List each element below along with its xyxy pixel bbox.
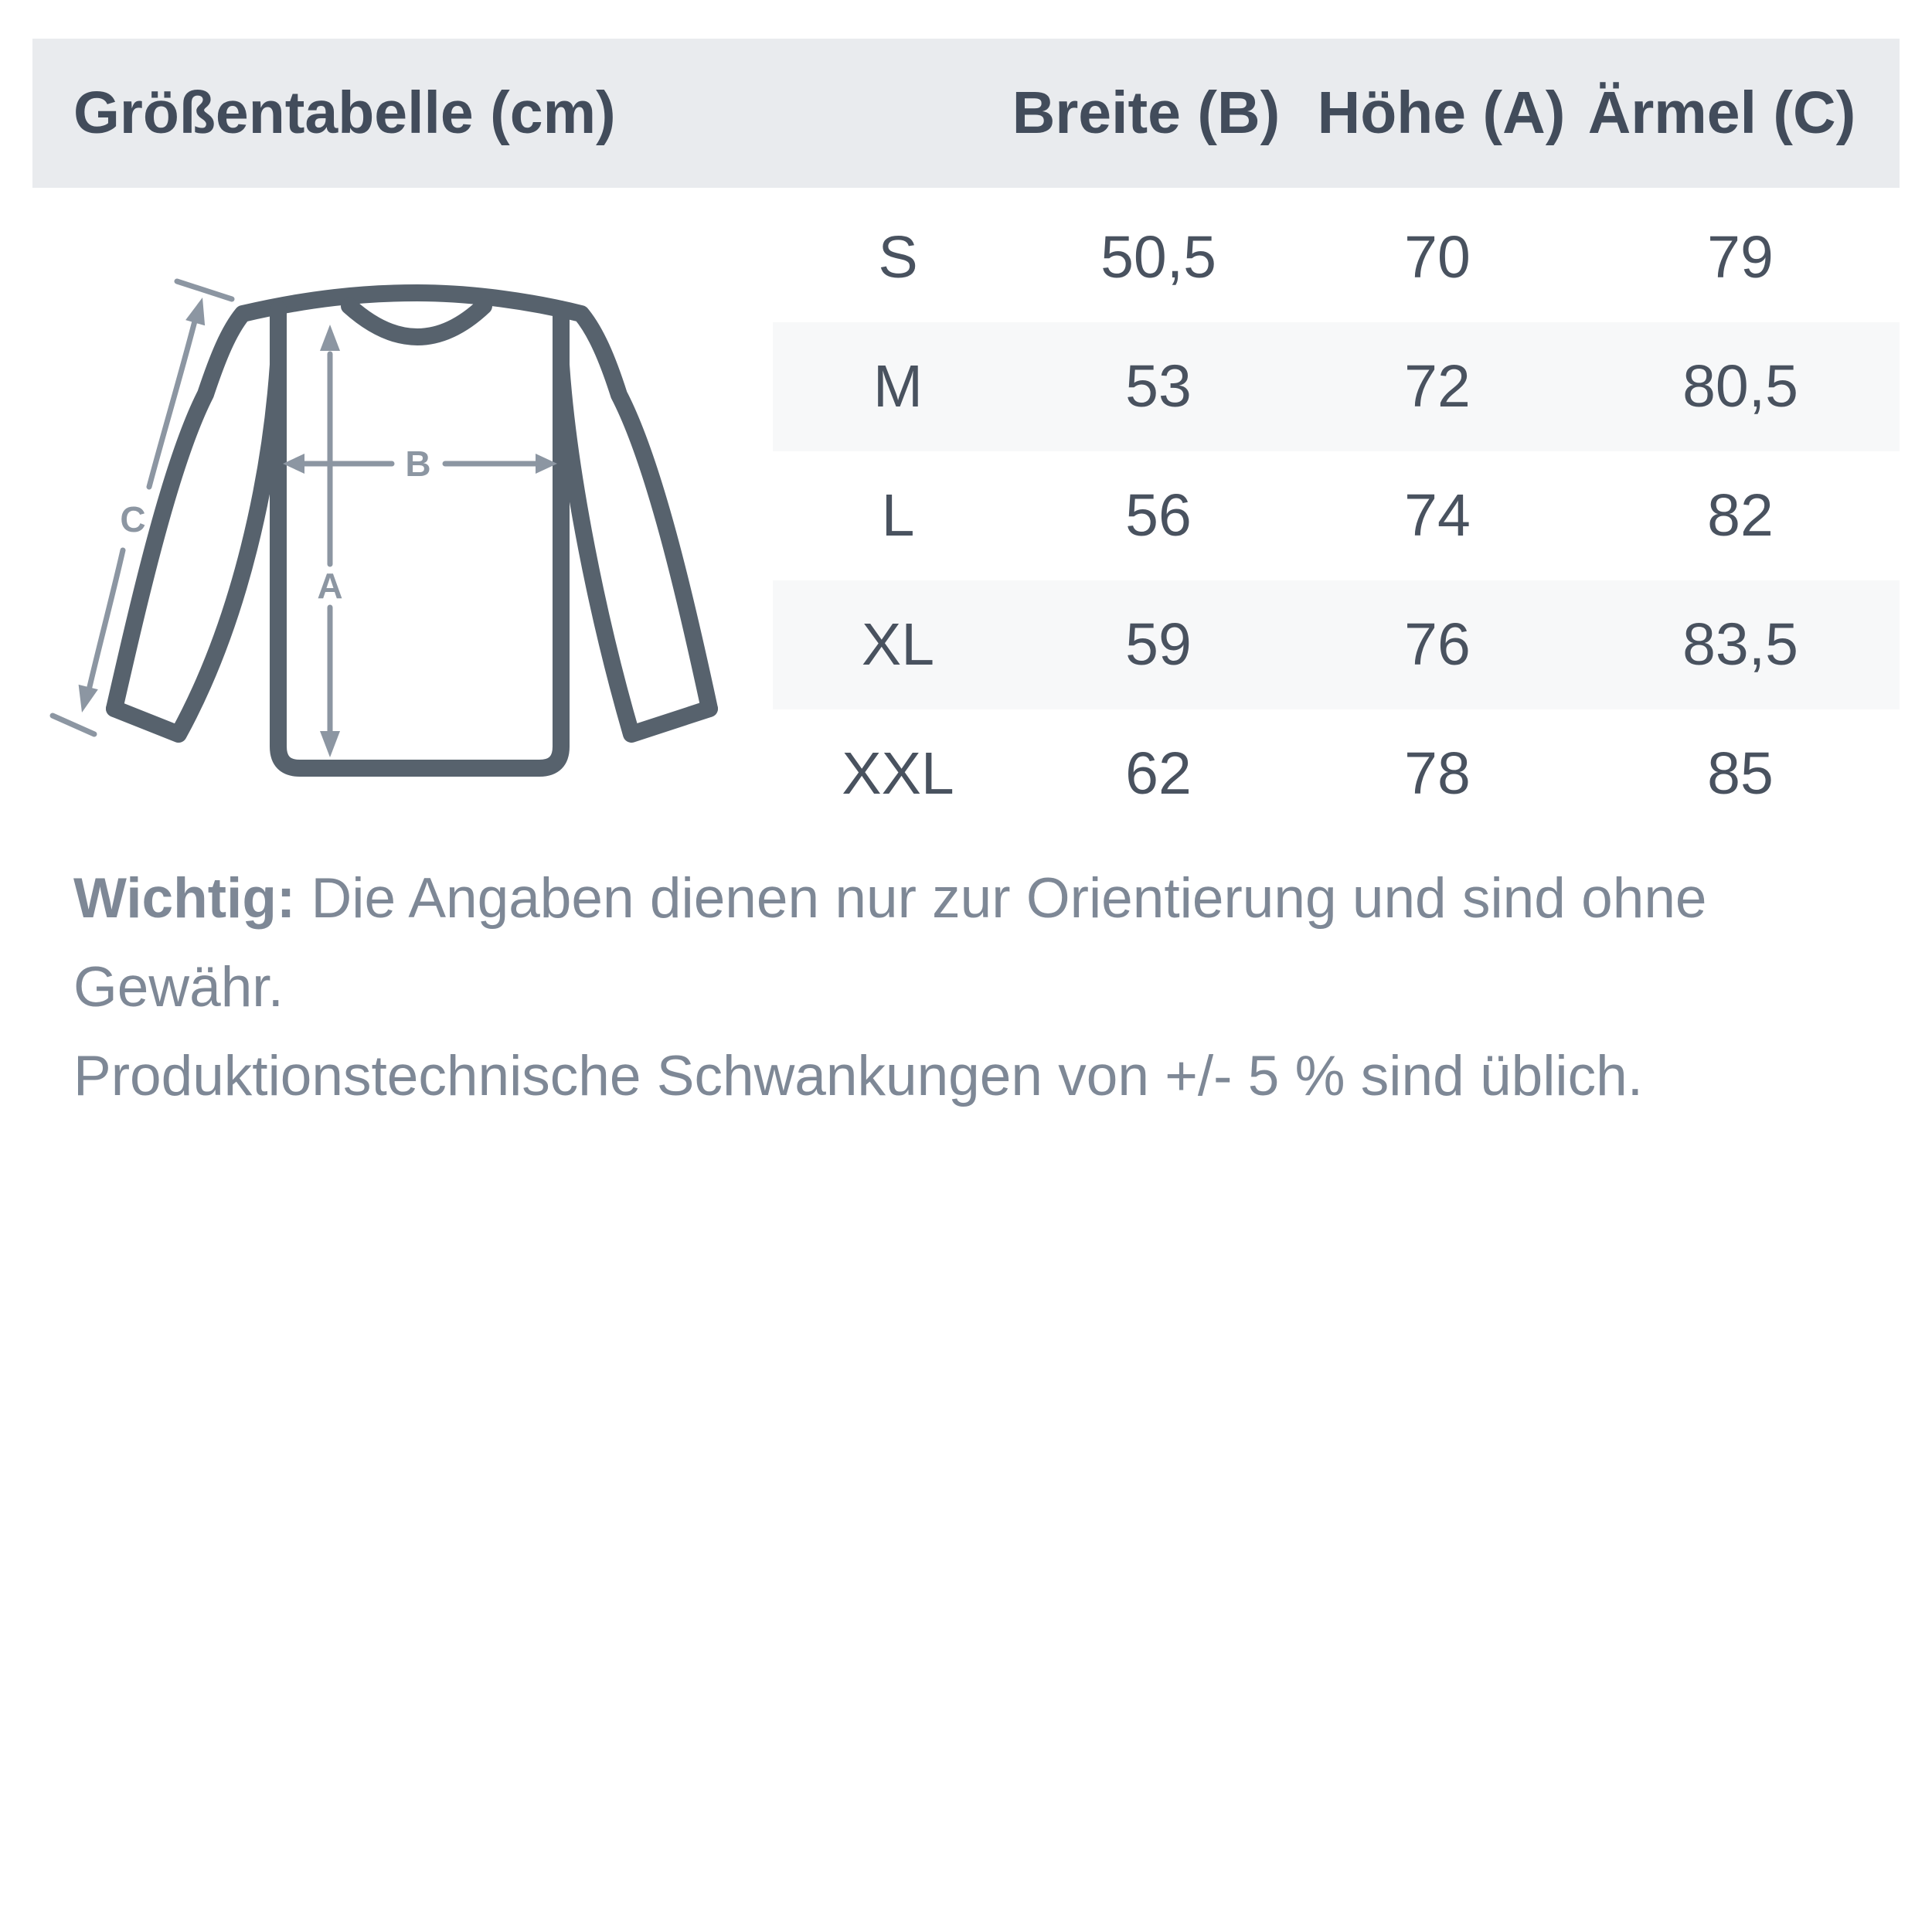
table-row: S 50,5 70 79	[773, 193, 1900, 322]
aermel-cell: 80,5	[1682, 353, 1798, 420]
aermel-cell: 82	[1707, 482, 1774, 549]
measure-label-b: B	[405, 444, 430, 484]
table-row: M 53 72 80,5	[773, 322, 1900, 451]
note-label: Wichtig:	[73, 867, 296, 930]
disclaimer-note: Wichtig: Die Angaben dienen nur zur Orie…	[73, 854, 1874, 1121]
page-title: Größentabelle (cm)	[73, 80, 616, 146]
note-text-1: Die Angaben dienen nur zur Orientierung …	[73, 867, 1707, 1019]
hoehe-cell: 78	[1404, 740, 1471, 807]
measure-arrow-b: B	[283, 444, 557, 484]
note-line-1: Wichtig: Die Angaben dienen nur zur Orie…	[73, 854, 1874, 1032]
size-cell: XXL	[842, 740, 954, 807]
size-cell: S	[878, 224, 918, 291]
hoehe-cell: 70	[1404, 224, 1471, 291]
aermel-cell: 85	[1707, 740, 1774, 807]
table-header-bar: Größentabelle (cm) Breite (B) Höhe (A) Ä…	[32, 39, 1900, 188]
hoehe-cell: 74	[1404, 482, 1471, 549]
column-header-breite: Breite (B)	[1012, 80, 1281, 146]
size-cell: XL	[861, 611, 935, 678]
sweater-measure-diagram: A B C	[49, 278, 718, 777]
column-header-aermel: Ärmel (C)	[1587, 80, 1856, 146]
measure-arrow-c: C	[49, 278, 235, 737]
column-header-hoehe: Höhe (A)	[1317, 80, 1566, 146]
breite-cell: 62	[1125, 740, 1192, 807]
table-row: XXL 62 78 85	[773, 709, 1900, 838]
table-row: XL 59 76 83,5	[773, 580, 1900, 709]
hoehe-cell: 72	[1404, 353, 1471, 420]
breite-cell: 56	[1125, 482, 1192, 549]
size-cell: L	[881, 482, 915, 549]
hoehe-cell: 76	[1404, 611, 1471, 678]
measure-label-c: C	[120, 499, 145, 539]
measure-arrow-a: A	[317, 325, 343, 757]
note-line-2: Produktionstechnische Schwankungen von +…	[73, 1045, 1644, 1107]
sweater-outline-icon	[106, 284, 718, 777]
aermel-cell: 83,5	[1682, 611, 1798, 678]
table-row: L 56 74 82	[773, 451, 1900, 580]
size-table: S 50,5 70 79 M 53 72 80,5 L 56 74 82 XL …	[773, 193, 1900, 838]
breite-cell: 53	[1125, 353, 1192, 420]
measure-label-a: A	[317, 566, 342, 606]
breite-cell: 50,5	[1100, 224, 1216, 291]
aermel-cell: 79	[1707, 224, 1774, 291]
size-cell: M	[872, 353, 923, 420]
breite-cell: 59	[1125, 611, 1192, 678]
